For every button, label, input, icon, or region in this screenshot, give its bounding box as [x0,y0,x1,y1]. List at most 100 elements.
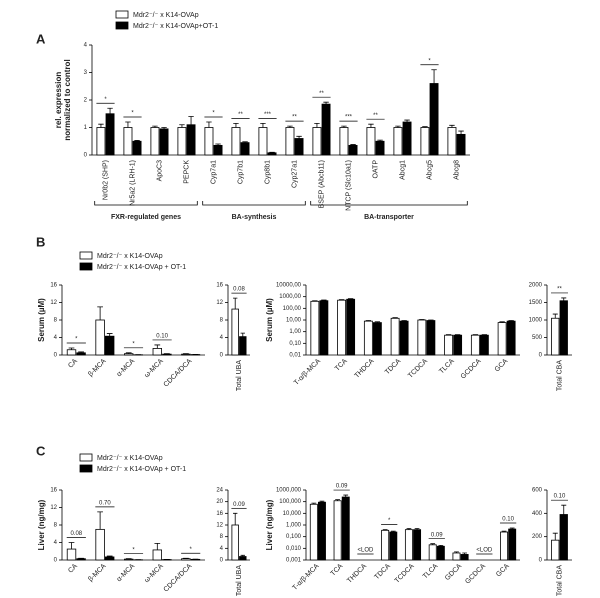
error-bar [296,135,302,139]
error-bar [430,543,436,545]
legend-label: Mdr2⁻/⁻ x K14-OVAp + OT-1 [97,264,186,271]
legend-swatch [79,262,93,271]
x-tick-label: TDCA [384,358,403,377]
significance-label: * [428,58,431,64]
bar [506,320,516,356]
bar [393,127,403,156]
group-label: BA-transporter [364,214,414,221]
error-bar [561,504,567,515]
legend-swatch [115,10,129,19]
error-bar [392,317,398,319]
bar [321,103,331,156]
y-tick-label: 0,10 [289,341,301,347]
bar [456,133,466,156]
significance-label: 0.09 [431,532,443,538]
bar [559,514,568,561]
bar [76,352,86,356]
x-tick-label: TCA [330,563,345,578]
x-tick-label: Cyp27a1 [291,160,298,188]
error-bar [154,542,161,550]
significance-label: 0.10 [156,334,168,340]
error-bar [97,511,103,530]
x-tick-label: β-MCA [87,563,108,584]
error-bar [428,319,434,321]
error-bar [260,122,266,128]
x-tick-label: GCA [494,358,510,374]
x-tick-label: α-MCA [116,563,137,584]
error-bar [431,69,437,84]
bar [426,320,436,356]
significance-label: * [212,111,215,117]
error-bar [68,347,75,350]
bar [66,548,77,561]
x-tick-label: Cyp7b1 [237,160,244,184]
x-tick-label: GCDCA [464,563,487,586]
bar [124,353,134,356]
error-bar [68,542,75,550]
bar [258,127,268,156]
y-tick-label: 200 [532,534,543,540]
bar [366,127,376,156]
bar [417,319,427,356]
y-tick-label: 16 [216,283,223,289]
bar [123,127,133,156]
y-tick-label: 600 [532,488,543,494]
bar [479,334,489,356]
error-bar [350,144,356,146]
error-bar [508,320,514,322]
significance-label: ** [238,112,243,118]
x-tick-label: GDCA [444,563,463,582]
bar [310,300,320,356]
x-tick-label: Nr5a2 (LRH-1) [129,160,136,206]
legend-label: Mdr2⁻/⁻ x K14-OVAp [97,455,163,462]
y-tick-label: 400 [532,511,543,517]
bar [186,124,196,156]
y-tick-label: 1000,00 [279,294,301,300]
y-tick-label: 8 [54,318,58,324]
y-tick-label: 16 [216,511,223,517]
y-tick-label: 4 [84,43,88,49]
legend-label: Mdr2⁻/⁻ x K14-OVAp [133,12,199,19]
y-tick-label: 4 [54,335,58,341]
bar [231,127,241,156]
x-tick-label: GCA [495,563,511,579]
y-tick-label: 16 [50,283,57,289]
bar [470,334,480,356]
bar [162,353,172,356]
bar [551,539,560,561]
x-tick-label: β-MCA [87,358,108,379]
error-bar [233,512,238,525]
bar [213,144,223,156]
significance-label: * [131,111,134,117]
significance-label: *** [345,115,353,121]
bar [177,127,187,156]
panel-label: C [36,443,46,458]
bar [152,348,163,356]
significance-label: <LOD [476,548,493,554]
y-axis-label: Liver (ng/mg) [37,499,46,550]
bar [105,556,115,561]
x-tick-label: Nr0b2 (SHP) [102,160,109,200]
x-tick-label: T-α/β-MCA [292,563,321,592]
y-tick-label: 1,000 [286,523,302,529]
error-bar [125,121,131,128]
y-tick-label: 4 [54,540,58,546]
x-tick-label: THDCA [354,358,376,380]
error-bar [449,124,455,128]
bar [132,140,142,156]
error-bar [312,300,318,302]
bar [66,349,77,356]
bar [452,552,461,561]
error-bar [107,107,113,114]
error-bar [188,116,194,125]
bar [150,127,160,156]
legend-label: Mdr2⁻/⁻ x K14-OVAp [97,253,163,260]
y-tick-label: 2 [84,98,88,104]
y-tick-label: 500 [532,335,543,341]
significance-label: 0.08 [233,287,245,293]
y-tick-label: 0 [54,558,58,564]
bar [319,300,329,356]
bar [402,121,412,156]
error-bar [374,321,381,323]
bar [105,335,115,356]
